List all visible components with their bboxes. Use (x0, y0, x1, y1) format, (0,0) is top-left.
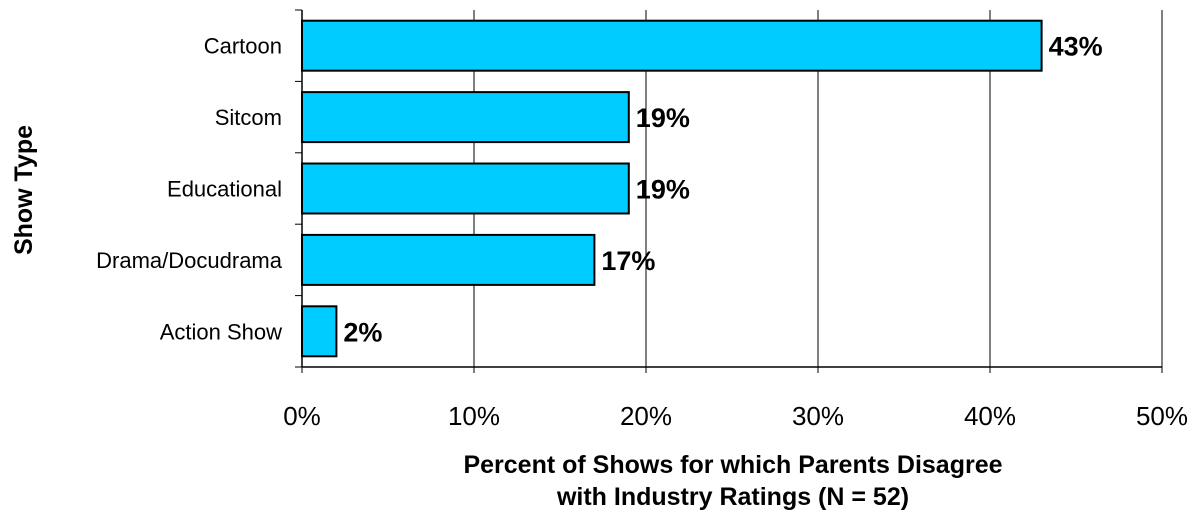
x-axis-title-line-2: with Industry Ratings (N = 52) (556, 483, 909, 511)
data-label: 43% (1049, 32, 1103, 62)
bar (301, 19, 1043, 72)
x-tick-label: 20% (620, 401, 672, 431)
x-tick-label: 0% (283, 401, 321, 431)
x-axis-title-line-1: Percent of Shows for which Parents Disag… (463, 451, 1002, 479)
bar (301, 233, 596, 286)
axes (295, 9, 1163, 373)
data-label: 17% (601, 246, 655, 276)
category-label: Drama/Docudrama (96, 248, 283, 273)
bar (301, 162, 630, 215)
x-tick-label: 40% (964, 401, 1016, 431)
data-label: 19% (636, 175, 690, 205)
x-tick-label: 10% (448, 401, 500, 431)
category-label: Cartoon (204, 34, 282, 59)
x-tick-label: 50% (1136, 401, 1188, 431)
category-label: Action Show (160, 319, 282, 344)
category-label: Educational (167, 177, 282, 202)
bar (301, 91, 630, 144)
x-tick-labels: 0% 10% 20% 30% 40% 50% (283, 401, 1188, 431)
data-labels: 43% 19% 19% 17% 2% (343, 32, 1102, 348)
y-axis-title: Show Type (10, 125, 38, 255)
data-label: 2% (343, 317, 382, 347)
x-tick-label: 30% (792, 401, 844, 431)
category-labels: Cartoon Sitcom Educational Drama/Docudrama A… (96, 34, 283, 345)
data-label: 19% (636, 103, 690, 133)
bar (301, 305, 338, 358)
category-label: Sitcom (215, 105, 282, 130)
